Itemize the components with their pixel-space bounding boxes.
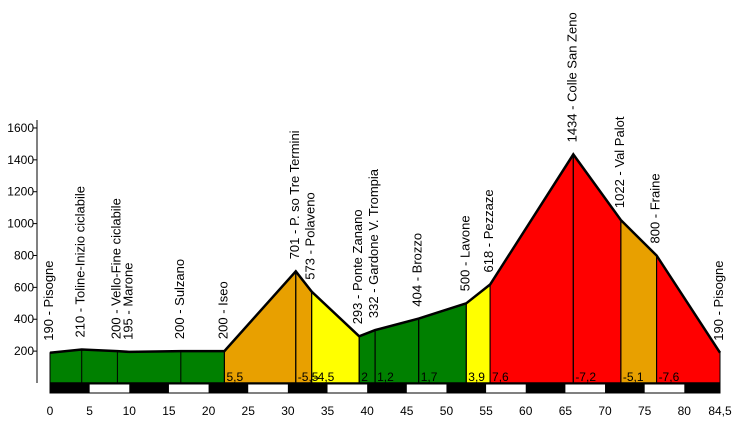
gradient-label: 1,7: [421, 370, 438, 384]
x-tick-label: 10: [123, 404, 137, 418]
profile-outline: [49, 152, 722, 384]
y-tick-label: 200: [14, 344, 34, 358]
scale-bar-block: [605, 384, 645, 393]
x-tick-label: 75: [638, 404, 652, 418]
segment-dividers: [81, 154, 658, 383]
x-tick-label: 20: [202, 404, 216, 418]
location-label: 195 - Marone: [120, 263, 135, 340]
location-label: 500 - Lavone: [457, 215, 472, 291]
gradient-labels: 5,5 -5,5-4,5 2 1,2 1,7 3,9 7,6 -7,2 -5,1 -7,6: [226, 370, 679, 384]
y-tick-label: 1600: [7, 121, 34, 135]
y-tick-label: 1200: [7, 185, 34, 199]
scale-bar-block: [50, 384, 90, 393]
location-label: 210 - Toline-Inizio ciclabile: [73, 186, 88, 338]
scale-bar-block: [208, 384, 249, 393]
location-label: 200 - Iseo: [215, 281, 230, 339]
scale-bar-block: [446, 384, 487, 393]
gradient-label: 5,5: [226, 370, 243, 384]
x-tick-label: 80: [678, 404, 692, 418]
gradient-label: 7,6: [492, 370, 509, 384]
location-label: 1434 - Colle San Zeno: [564, 12, 579, 142]
location-label: 200 - Vello-Fine ciclabile: [108, 198, 123, 339]
scale-bar-block: [684, 384, 720, 393]
segment-10: [620, 218, 658, 384]
x-tick-label: 25: [242, 404, 256, 418]
scale-bar-block: [287, 384, 328, 393]
x-tick-label: 84,5: [708, 404, 732, 418]
x-tick-label: 60: [519, 404, 533, 418]
x-tick-label: 40: [360, 404, 374, 418]
y-tick-label: 1000: [7, 217, 34, 231]
y-tick-label: 800: [14, 248, 34, 262]
location-label: 332 - Gardone V. Trompia: [366, 168, 381, 318]
y-tick-label: 1400: [7, 153, 34, 167]
x-tick-label: 30: [281, 404, 295, 418]
gradient-label: -7,6: [659, 370, 680, 384]
location-label: 1022 - Val Palot: [612, 116, 627, 208]
x-tick-label: 15: [162, 404, 176, 418]
x-tick-label: 55: [479, 404, 493, 418]
y-tick-label: 400: [14, 312, 34, 326]
gradient-label: -5,1: [623, 370, 644, 384]
scale-bar-block: [129, 384, 169, 393]
scale-bar-block: [367, 384, 407, 393]
location-label: 404 - Brozzo: [410, 233, 425, 307]
segment-0: [49, 348, 225, 384]
gradient-label: 1,2: [377, 370, 394, 384]
x-tick-label: 70: [598, 404, 612, 418]
gradient-label: 2: [361, 370, 368, 384]
x-tick-label: 65: [559, 404, 573, 418]
segment-1: [223, 269, 297, 384]
x-tick-label: 5: [86, 404, 93, 418]
scale-bar-block: [525, 384, 566, 393]
location-labels: 190 - Pisogne 210 - Toline-Inizio ciclabi…: [41, 12, 726, 340]
location-label: 200 - Sulzano: [172, 259, 187, 339]
segment-8: [489, 152, 574, 384]
location-label: 190 - Pisogne: [41, 260, 56, 340]
y-tick-label: 600: [14, 280, 34, 294]
gradient-label: -7,2: [575, 370, 596, 384]
gradient-label: -4,5: [314, 370, 335, 384]
x-tick-label: 50: [440, 404, 454, 418]
location-label: 800 - Fraine: [648, 173, 663, 243]
profile-line: [49, 152, 722, 354]
location-label: 293 - Ponte Zanano: [350, 209, 365, 324]
x-tick-label: 35: [321, 404, 335, 418]
location-label: 618 - Pezzaze: [481, 189, 496, 272]
location-label: 190 - Pisogne: [711, 260, 726, 340]
y-axis: 200 400 600 800 1000 1200 1400 1600: [7, 119, 38, 383]
gradient-label: 3,9: [468, 370, 485, 384]
gradient-label: -5,5: [298, 370, 319, 384]
location-label: 573 - Polaveno: [303, 192, 318, 279]
x-tick-label: 45: [400, 404, 414, 418]
x-tick-label: 0: [47, 404, 54, 418]
x-axis: 0 5 10 15 20 25 30 35 40 45 50 55 60 65 70 75 80 84,5: [47, 383, 732, 418]
location-label: 701 - P. so Tre Termini: [287, 130, 302, 259]
